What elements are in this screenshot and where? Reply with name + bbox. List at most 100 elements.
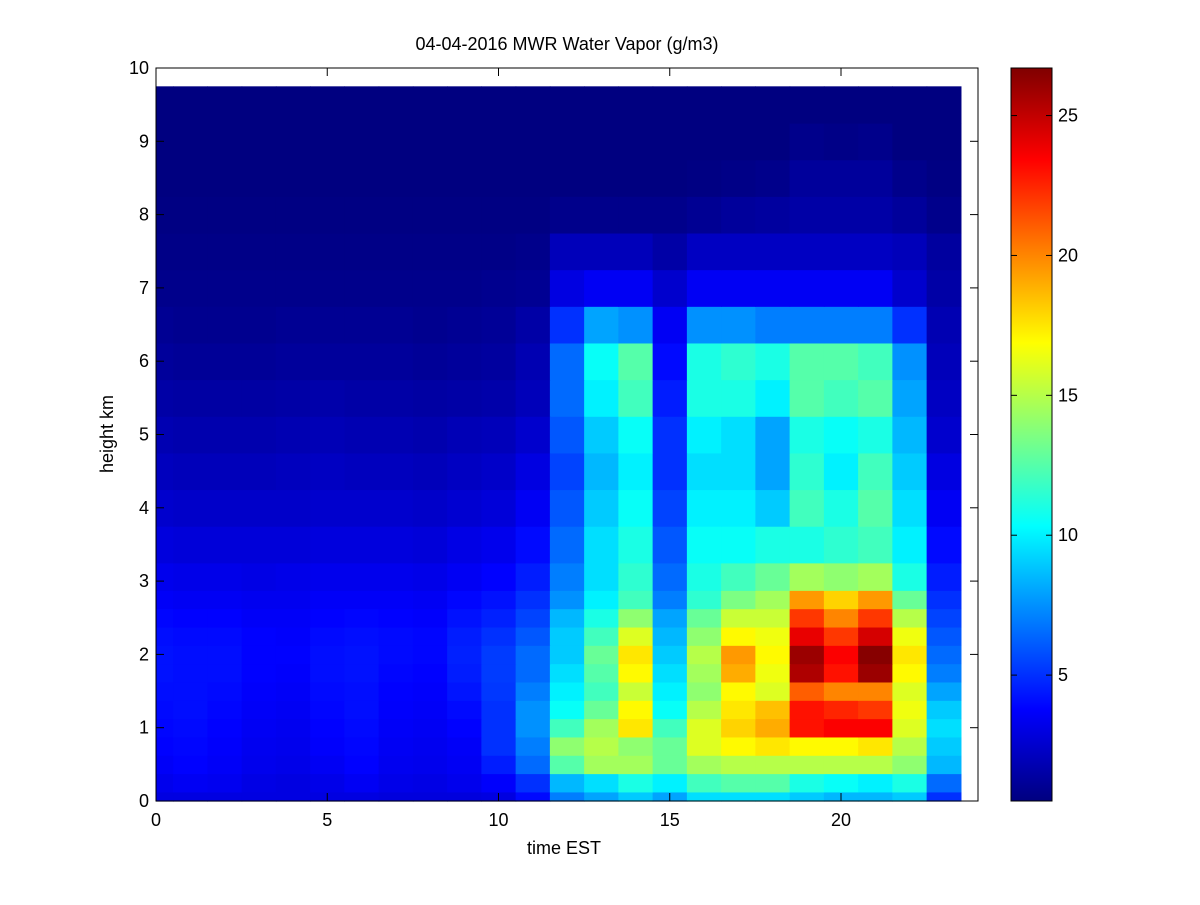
heatmap-cell <box>789 526 825 564</box>
heatmap-cell <box>412 306 448 344</box>
heatmap-cell <box>447 718 482 738</box>
heatmap-cell <box>652 196 688 234</box>
heatmap-cell <box>173 681 208 701</box>
heatmap-cell <box>207 773 243 793</box>
heatmap-cell <box>686 159 722 197</box>
heatmap-cell <box>344 86 380 97</box>
heatmap-cell <box>892 645 928 665</box>
heatmap-cell <box>207 489 243 527</box>
heatmap-cell <box>481 681 517 701</box>
heatmap-cell <box>378 489 414 527</box>
heatmap-cell <box>823 718 859 738</box>
heatmap-cell <box>892 416 928 454</box>
heatmap-cell <box>515 86 551 97</box>
heatmap-cell <box>618 645 654 665</box>
heatmap-cell <box>241 791 277 802</box>
heatmap-cell <box>241 306 277 344</box>
heatmap-cell <box>755 736 791 756</box>
heatmap-cell <box>823 452 859 491</box>
heatmap-cell <box>892 379 928 417</box>
colorbar-tick-label: 20 <box>1058 245 1078 265</box>
heatmap-cell <box>686 379 722 417</box>
heatmap-cell <box>156 663 174 683</box>
heatmap-cell <box>173 452 208 491</box>
colorbar-tick-label: 10 <box>1058 525 1078 545</box>
heatmap-cell <box>652 489 688 527</box>
heatmap-cell <box>310 700 345 720</box>
heatmap-cell <box>926 645 962 665</box>
heatmap-cell <box>378 196 414 234</box>
heatmap-cell <box>549 562 585 591</box>
heatmap-cell <box>447 416 482 454</box>
heatmap-cell <box>549 489 585 527</box>
heatmap-cell <box>275 700 311 720</box>
heatmap-cell <box>344 196 380 234</box>
heatmap-cell <box>412 379 448 417</box>
heatmap-cell <box>344 626 380 646</box>
heatmap-cell <box>755 626 791 646</box>
heatmap-cell <box>378 86 414 97</box>
heatmap-cell <box>241 681 277 701</box>
heatmap-cell <box>858 489 893 527</box>
heatmap-cell <box>584 791 619 802</box>
heatmap-cell <box>173 608 208 628</box>
y-tick-label: 8 <box>139 205 149 225</box>
heatmap-cell <box>858 791 893 802</box>
heatmap-cell <box>447 736 482 756</box>
heatmap-cell <box>412 452 448 491</box>
heatmap-cell <box>241 489 277 527</box>
heatmap-cell <box>721 159 756 197</box>
heatmap-cell <box>926 791 962 802</box>
heatmap-cell <box>549 681 585 701</box>
heatmap-cell <box>515 608 551 628</box>
heatmap-cell <box>686 342 722 381</box>
y-tick-label: 3 <box>139 571 149 591</box>
heatmap-cell <box>207 232 243 271</box>
heatmap-cell <box>926 626 962 646</box>
heatmap-cell <box>241 718 277 738</box>
heatmap-cell <box>858 452 893 491</box>
heatmap-cell <box>241 700 277 720</box>
heatmap-cell <box>926 526 962 564</box>
heatmap-cell <box>721 700 756 720</box>
heatmap-cell <box>412 608 448 628</box>
heatmap-cell <box>310 196 345 234</box>
heatmap-cell <box>310 590 345 610</box>
heatmap-cell <box>618 269 654 307</box>
heatmap-cell <box>344 416 380 454</box>
heatmap-cell <box>344 700 380 720</box>
heatmap-cell <box>584 416 619 454</box>
heatmap-cell <box>515 791 551 802</box>
heatmap-cell <box>652 342 688 381</box>
heatmap-cell <box>481 342 517 381</box>
heatmap-cell <box>755 159 791 197</box>
heatmap-cell <box>755 379 791 417</box>
heatmap-cell <box>892 95 928 124</box>
heatmap-cell <box>926 416 962 454</box>
heatmap-cell <box>823 663 859 683</box>
heatmap-cell <box>789 736 825 756</box>
heatmap-cell <box>823 773 859 793</box>
heatmap-cell <box>858 416 893 454</box>
heatmap-cell <box>789 626 825 646</box>
heatmap-cell <box>892 122 928 161</box>
heatmap-cell <box>721 306 756 344</box>
x-tick-label: 5 <box>322 810 332 830</box>
heatmap-cell <box>892 608 928 628</box>
heatmap-cell <box>207 122 243 161</box>
heatmap-cell <box>926 608 962 628</box>
colorbar-tick-label: 15 <box>1058 385 1078 405</box>
heatmap-cell <box>344 663 380 683</box>
heatmap-cell <box>156 159 174 197</box>
y-tick-label: 4 <box>139 498 149 518</box>
heatmap-cell <box>412 700 448 720</box>
heatmap-cell <box>207 681 243 701</box>
heatmap-cell <box>173 718 208 738</box>
heatmap-cell <box>275 773 311 793</box>
heatmap-cell <box>652 379 688 417</box>
heatmap-cell <box>447 626 482 646</box>
heatmap-cell <box>549 122 585 161</box>
heatmap-cell <box>481 489 517 527</box>
heatmap-cell <box>584 626 619 646</box>
colorbar-tick-label: 25 <box>1058 106 1078 126</box>
